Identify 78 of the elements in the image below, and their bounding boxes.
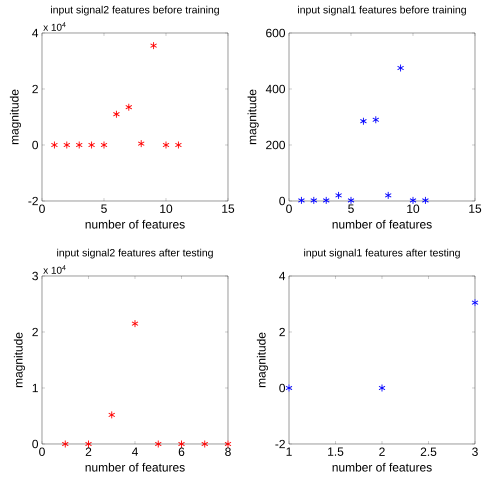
x-tick-label: 15 <box>222 204 234 213</box>
point <box>322 196 330 204</box>
x-tick-label: 1 <box>286 448 292 456</box>
x-tick-label: 10 <box>407 204 420 213</box>
y-tick-label: 2 <box>32 84 38 94</box>
x-tick-label: 2 <box>86 448 92 456</box>
x-axis-title: number of features <box>86 220 185 229</box>
point <box>384 191 392 200</box>
point <box>310 196 318 204</box>
y-tick-label: 2 <box>279 328 285 336</box>
x-tick-label: 4 <box>132 448 138 456</box>
point <box>62 440 69 448</box>
x-tick-label: 5 <box>348 204 354 213</box>
y-tick-label: 200 <box>266 140 286 150</box>
x-tick-label: 15 <box>469 204 482 213</box>
chart-title: input signal2 features before training <box>51 6 219 16</box>
y-tick-label: 1 <box>32 384 38 392</box>
y-tick-label: -2 <box>275 440 285 448</box>
chart-title: input signal1 features before training <box>298 6 466 16</box>
y-axis-title: magnitude <box>14 332 25 388</box>
x-tick-label: 0 <box>39 204 45 213</box>
chart-title: input signal1 features after testing <box>304 248 460 259</box>
y-tick-label: 4 <box>32 28 38 38</box>
x-tick-label: 2 <box>379 448 385 456</box>
text: x 10$^{4}$ <box>43 265 66 274</box>
point <box>125 103 132 112</box>
y-axis-title: magnitude <box>248 90 259 144</box>
y-tick-label: 400 <box>266 84 286 94</box>
x-axis-title: number of features <box>332 220 432 229</box>
x-tick-label: 5 <box>101 204 107 213</box>
point <box>63 141 70 149</box>
point <box>348 196 354 204</box>
y-tick-label: 2 <box>32 328 38 336</box>
point <box>335 191 342 200</box>
y-tick-label: 0 <box>279 196 286 206</box>
point <box>174 141 182 149</box>
y-tick-label: 0 <box>32 140 38 150</box>
point <box>138 140 145 148</box>
point <box>298 196 305 204</box>
point <box>397 64 404 72</box>
y-tick-label: 600 <box>266 28 286 38</box>
point <box>88 141 96 149</box>
point <box>76 141 83 149</box>
point <box>154 440 162 448</box>
y-axis-title: magnitude <box>256 332 268 388</box>
point <box>132 320 138 328</box>
point <box>150 42 158 50</box>
point <box>410 196 416 204</box>
point <box>360 117 367 126</box>
x-axis-title: number of features <box>86 462 185 472</box>
x-tick-label: 8 <box>225 448 231 456</box>
point <box>100 141 108 149</box>
y-tick-label: 3 <box>32 272 38 280</box>
y-axis-title: magnitude <box>10 90 22 144</box>
x-tick-label: 6 <box>178 448 184 456</box>
chart-title: input signal2 features after testing <box>57 248 213 258</box>
point <box>108 410 116 419</box>
y-tick-label: -2 <box>28 196 38 206</box>
x-tick-label: 10 <box>160 204 172 213</box>
x-tick-label: 0 <box>286 204 292 213</box>
x-tick-label: 1.5 <box>328 448 344 456</box>
y-tick-label: 0 <box>32 440 38 448</box>
point <box>50 141 58 149</box>
x-tick-label: 3 <box>472 448 478 456</box>
point <box>112 110 120 118</box>
text: x 10$^{4}$ <box>43 22 66 31</box>
point <box>162 141 170 149</box>
x-tick-label: 0 <box>39 448 45 456</box>
point <box>372 116 380 124</box>
point <box>178 440 185 448</box>
point <box>85 440 92 448</box>
x-tick-label: 2.5 <box>420 448 436 456</box>
y-tick-label: 4 <box>279 272 286 280</box>
point <box>224 440 232 448</box>
x-axis-title: number of features <box>332 462 432 472</box>
point <box>422 196 429 204</box>
y-tick-label: 0 <box>279 384 286 392</box>
point <box>201 440 208 448</box>
